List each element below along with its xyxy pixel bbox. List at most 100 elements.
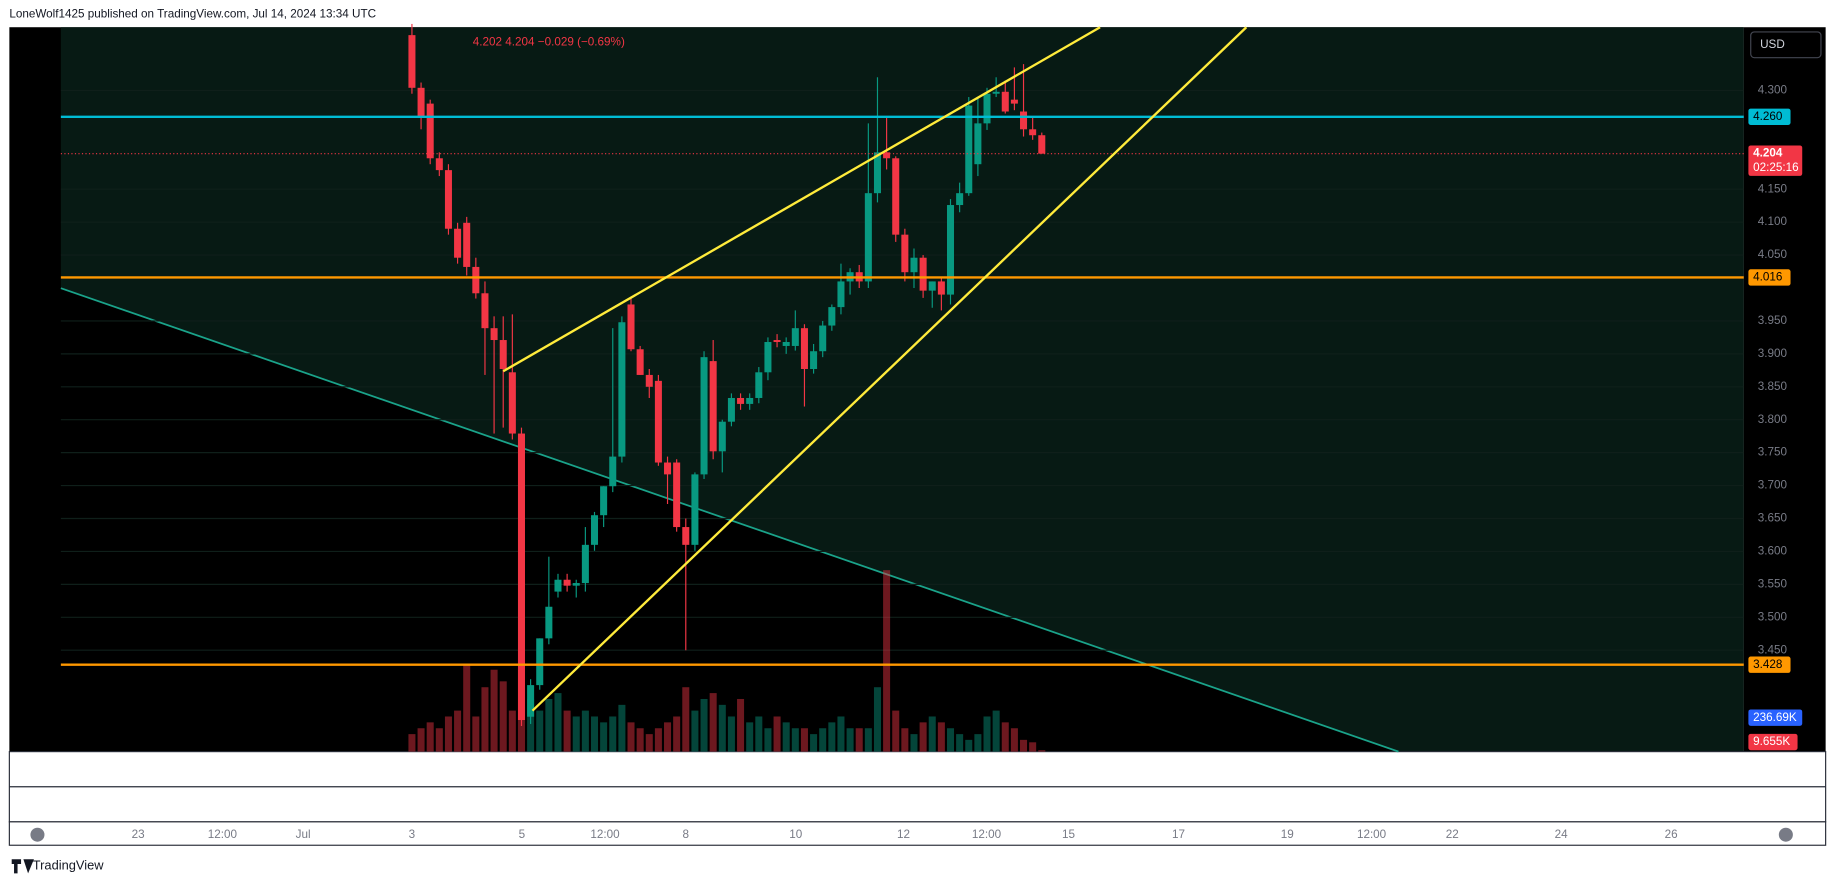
volume-bar	[791, 728, 799, 752]
volume-bar	[718, 704, 726, 752]
candle-body	[490, 328, 498, 341]
y-tick-label: 3.700	[1758, 479, 1788, 492]
candle-body	[883, 152, 891, 159]
volume-bar	[873, 687, 881, 752]
candle-body	[873, 152, 881, 194]
volume-bar	[737, 698, 745, 752]
candle-body	[600, 486, 608, 516]
volume-bar	[992, 710, 1000, 752]
x-tick-label: 15	[1062, 828, 1076, 841]
candle-body	[435, 158, 443, 171]
y-tick-label: 3.850	[1758, 380, 1788, 393]
volume-bar	[810, 734, 818, 752]
candle-body	[983, 93, 991, 124]
volume-bar	[627, 722, 635, 752]
volume-bar	[1020, 739, 1028, 752]
candle-body	[928, 281, 936, 291]
candle-body	[965, 105, 973, 194]
candle-body	[700, 357, 708, 475]
volume-bar	[928, 716, 936, 752]
volume-bar	[463, 663, 471, 752]
ma-tag	[1748, 709, 1803, 726]
candle-body	[819, 325, 827, 352]
candle-body	[664, 462, 672, 475]
candle-body	[654, 380, 662, 463]
x-tick-label: 17	[1172, 828, 1185, 841]
auto-icon[interactable]	[1778, 827, 1793, 842]
candle-body	[828, 307, 836, 326]
candle-body	[992, 91, 1000, 94]
volume-bar	[773, 716, 781, 752]
volume-bar	[819, 728, 827, 752]
last-price-label: 4.204	[1753, 147, 1783, 160]
time-axis	[8, 821, 1827, 846]
candle-body	[709, 361, 717, 452]
volume-bar	[1001, 722, 1009, 752]
candle-body	[618, 322, 626, 457]
legend: 4.202 4.204 −0.029 (−0.69%)	[473, 36, 625, 49]
candle-body	[1029, 129, 1037, 136]
candle-body	[472, 266, 480, 294]
candle-body	[956, 193, 964, 206]
volume-bar	[417, 728, 425, 752]
candle-body	[892, 158, 900, 235]
volume-bar	[664, 722, 672, 752]
volume-bar	[965, 739, 973, 752]
candle-body	[572, 583, 580, 586]
volume-bar	[764, 728, 772, 752]
level-tag	[1748, 656, 1791, 673]
volume-tag	[1748, 733, 1798, 751]
currency[interactable]: USD	[1760, 38, 1785, 51]
volume-bar	[472, 716, 480, 752]
candle-body	[481, 293, 489, 329]
y-tick-label: 4.300	[1758, 84, 1788, 97]
candle-body	[791, 328, 799, 346]
volume-bar	[946, 728, 955, 752]
candle-body	[919, 257, 927, 291]
candle-body	[901, 234, 909, 273]
volume-bar	[499, 681, 507, 752]
x-tick-label: 22	[1446, 828, 1459, 841]
volume-bar	[755, 716, 763, 752]
candle-body	[590, 515, 599, 545]
volume-bar	[454, 710, 462, 752]
x-tick-label: 5	[519, 828, 526, 841]
logo	[11, 859, 34, 874]
volume-bar	[901, 728, 909, 752]
header: LoneWolf1425 published on TradingView.co…	[9, 7, 376, 20]
y-tick-label: 4.150	[1758, 182, 1788, 195]
x-tick-label: 12:00	[1357, 828, 1387, 841]
volume-bar	[563, 710, 571, 752]
candle-body	[737, 397, 745, 404]
zoom-icon[interactable]	[30, 827, 45, 842]
volume-bar	[490, 669, 498, 752]
y-tick-label: 3.550	[1758, 577, 1788, 590]
y-tick-label: 3.800	[1758, 413, 1788, 426]
currency-box[interactable]	[1750, 31, 1822, 59]
volume-bar	[654, 728, 662, 752]
candle-body	[773, 340, 781, 343]
volume-bar	[408, 734, 416, 752]
y-tick-label: 3.900	[1758, 347, 1788, 360]
volume-bar	[508, 710, 516, 752]
volume-bar	[590, 716, 599, 752]
x-tick-label: 12:00	[208, 828, 238, 841]
candle-body	[910, 257, 918, 273]
candle-body	[937, 281, 945, 295]
volume-bar	[545, 698, 553, 752]
volume-bar	[828, 722, 836, 752]
candle-body	[682, 527, 690, 545]
volume-bar	[864, 728, 872, 752]
candle-body	[408, 35, 416, 88]
candle-body	[810, 351, 818, 370]
volume-bar	[581, 710, 589, 752]
y-tick-label: 3.500	[1758, 610, 1788, 623]
trend-line	[60, 287, 1399, 753]
x-tick-label: 12	[897, 828, 910, 841]
volume-bar	[937, 722, 945, 752]
volume-bar	[727, 716, 735, 752]
volume-bar	[536, 710, 544, 752]
volume-bar	[883, 570, 891, 752]
candle-body	[946, 205, 955, 295]
